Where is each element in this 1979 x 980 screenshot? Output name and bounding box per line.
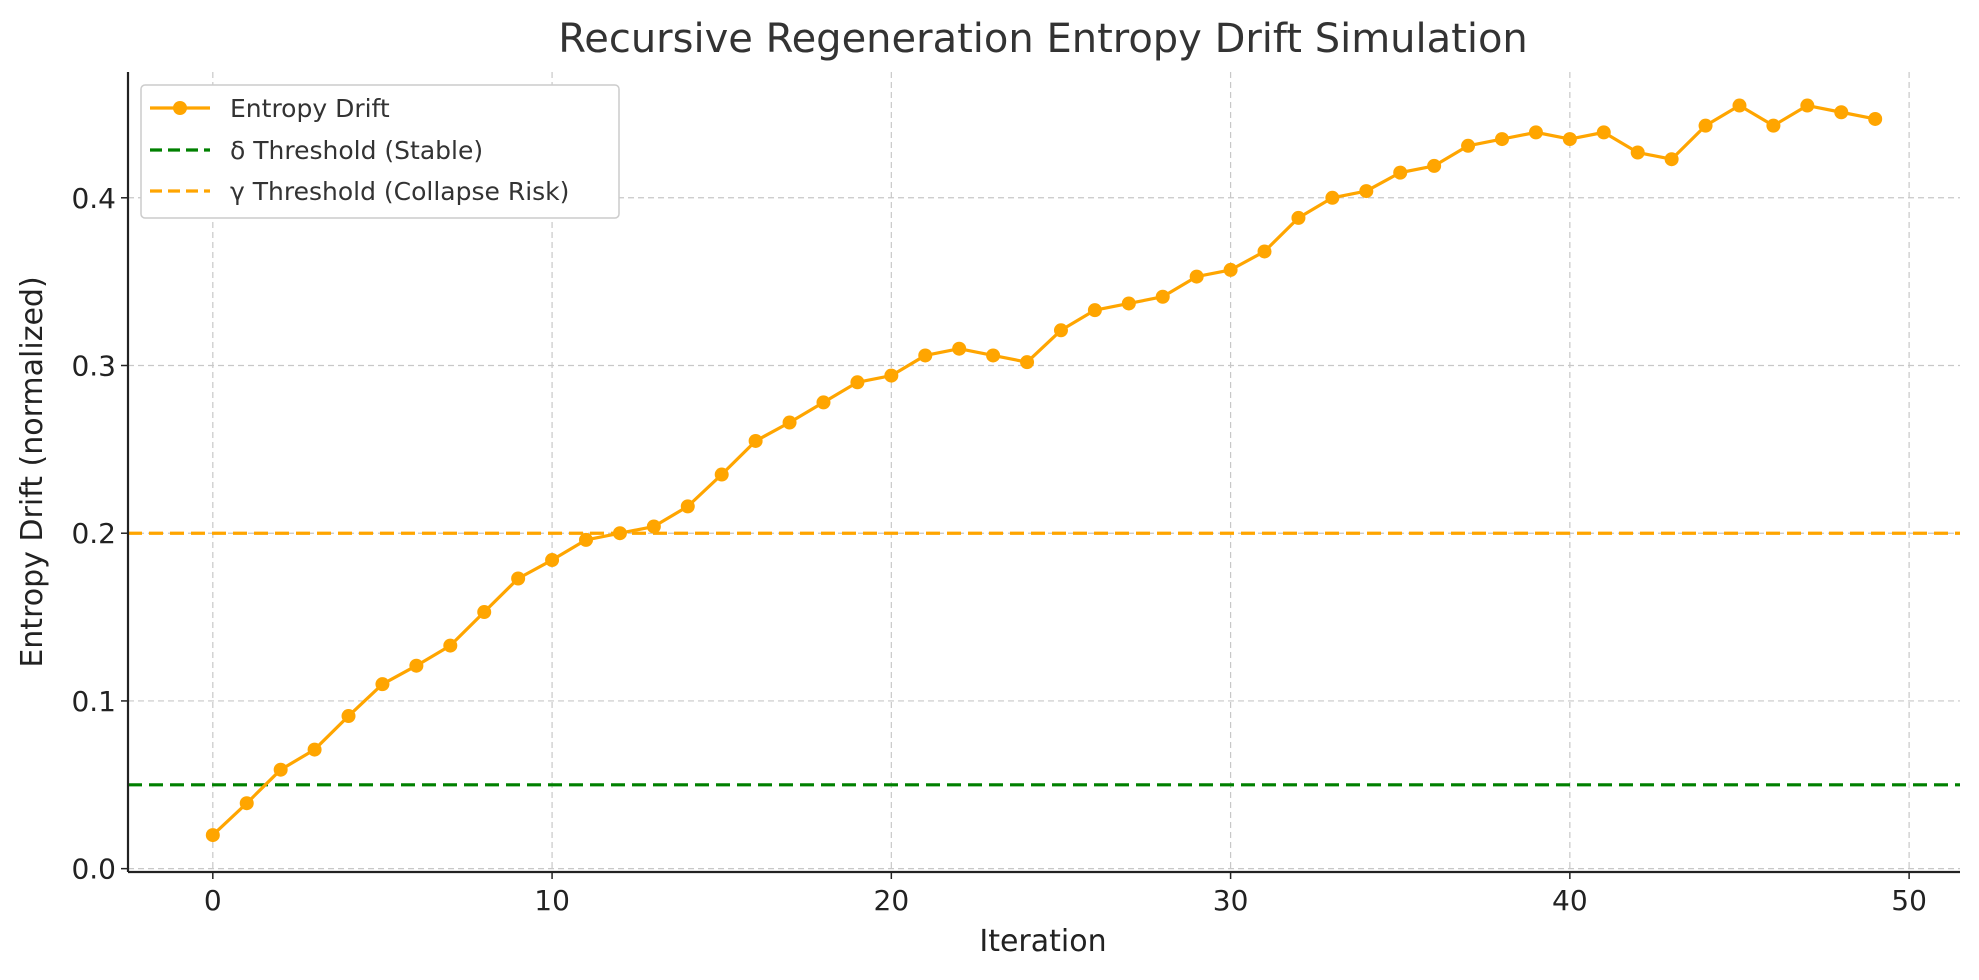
data-point <box>375 677 390 692</box>
legend: Entropy Drift δ Threshold (Stable) γ Thr… <box>140 84 620 219</box>
data-point <box>748 433 763 448</box>
y-tick-label: 0.2 <box>71 517 116 550</box>
y-tick-label: 0.0 <box>71 853 116 886</box>
data-point <box>918 348 933 363</box>
data-point <box>1087 303 1102 318</box>
data-point <box>341 709 356 724</box>
data-point <box>1427 158 1442 173</box>
data-point <box>1562 132 1577 147</box>
y-tick-label: 0.3 <box>71 350 116 383</box>
data-point <box>1189 269 1204 284</box>
x-tick-label: 20 <box>874 884 910 917</box>
reference-lines <box>128 531 1960 787</box>
data-point <box>1664 152 1679 167</box>
data-point <box>1020 355 1035 370</box>
data-point <box>782 415 797 430</box>
data-point <box>612 526 627 541</box>
data-point <box>850 375 865 390</box>
x-tick-label: 50 <box>1891 884 1927 917</box>
legend-marker-entropy-drift <box>173 101 187 115</box>
data-point <box>1325 190 1340 205</box>
y-ticks: 0.0 0.1 0.2 0.3 0.4 <box>71 182 128 886</box>
data-point <box>1291 210 1306 225</box>
data-point <box>1053 323 1068 338</box>
data-point <box>1155 289 1170 304</box>
data-point <box>1834 105 1849 120</box>
x-axis-label: Iteration <box>979 924 1106 959</box>
data-point <box>1461 138 1476 153</box>
data-point <box>884 368 899 383</box>
data-point <box>1630 145 1645 160</box>
x-tick-label: 0 <box>204 884 222 917</box>
data-point <box>1868 111 1883 126</box>
x-ticks: 0 10 20 30 40 50 <box>204 872 1927 917</box>
data-point <box>646 519 661 534</box>
data-point <box>511 571 526 586</box>
legend-label-entropy-drift: Entropy Drift <box>230 94 390 123</box>
data-point <box>545 553 560 568</box>
legend-label-gamma-threshold: γ Threshold (Collapse Risk) <box>230 177 569 206</box>
data-point <box>273 762 288 777</box>
data-point <box>409 658 424 673</box>
data-point <box>1495 132 1509 147</box>
data-point <box>1528 125 1543 140</box>
data-point <box>1121 296 1136 311</box>
series-layer <box>205 98 1883 843</box>
x-tick-label: 40 <box>1552 884 1588 917</box>
data-point <box>477 605 492 620</box>
data-point <box>1800 98 1815 113</box>
data-point <box>307 742 322 757</box>
legend-label-delta-threshold: δ Threshold (Stable) <box>230 136 483 165</box>
y-tick-label: 0.4 <box>71 182 116 215</box>
data-point <box>205 828 220 843</box>
data-point <box>680 499 695 514</box>
data-point <box>1732 98 1747 113</box>
data-point <box>952 341 967 356</box>
chart-title: Recursive Regeneration Entropy Drift Sim… <box>558 16 1528 62</box>
data-point <box>714 467 729 482</box>
data-point <box>1596 125 1611 140</box>
y-axis-label: Entropy Drift (normalized) <box>15 276 50 667</box>
data-point <box>1698 118 1713 133</box>
y-tick-label: 0.1 <box>71 685 116 718</box>
x-tick-label: 10 <box>534 884 570 917</box>
data-point <box>239 796 254 811</box>
data-point <box>1393 165 1408 180</box>
data-point <box>443 638 458 653</box>
data-point <box>816 395 831 410</box>
x-tick-label: 30 <box>1213 884 1249 917</box>
data-point <box>579 532 593 547</box>
data-point <box>1223 262 1238 277</box>
data-point <box>986 348 1001 363</box>
data-point <box>1257 244 1272 259</box>
data-point <box>1766 118 1781 133</box>
data-point <box>1359 184 1374 199</box>
legend-box <box>140 84 620 219</box>
